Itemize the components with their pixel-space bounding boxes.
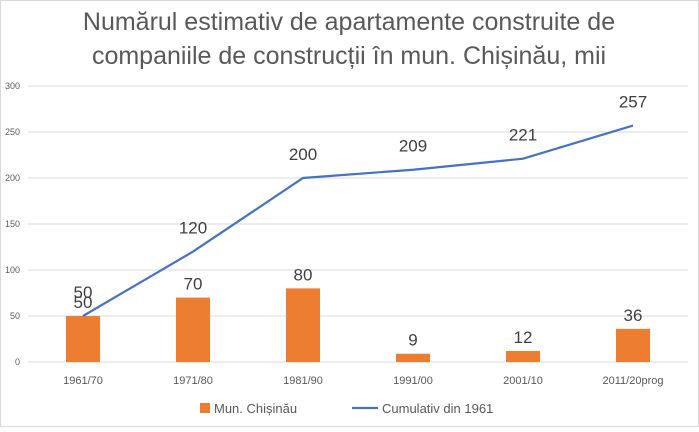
chart-title: Numărul estimativ de apartamente constru…: [83, 8, 615, 36]
bar: [506, 350, 540, 362]
x-tick-label: 2001/10: [503, 375, 543, 387]
y-tick-label: 300: [5, 81, 20, 91]
bar: [396, 353, 430, 362]
chart-title: companiile de construcții în mun. Chișin…: [92, 42, 606, 70]
bar: [286, 288, 320, 362]
data-label: 120: [179, 219, 207, 238]
bar: [616, 328, 650, 362]
bar: [176, 297, 210, 362]
data-label: 70: [184, 275, 203, 294]
data-label: 50: [74, 293, 93, 312]
y-tick-label: 100: [5, 265, 20, 275]
legend-label: Cumulativ din 1961: [382, 401, 493, 416]
x-tick-label: 1981/90: [283, 375, 323, 387]
bar: [66, 316, 100, 362]
data-label: 257: [619, 93, 647, 112]
y-tick-label: 200: [5, 173, 20, 183]
y-tick-label: 50: [10, 311, 20, 321]
x-tick-label: 2011/20prog: [603, 375, 664, 387]
x-tick-label: 1991/00: [393, 375, 433, 387]
x-tick-label: 1961/70: [63, 375, 103, 387]
data-label: 80: [294, 265, 313, 284]
y-tick-label: 150: [5, 219, 20, 229]
y-tick-label: 250: [5, 127, 20, 137]
legend-label: Mun. Chișinău: [214, 401, 297, 416]
data-label: 209: [399, 137, 427, 156]
legend-swatch: [200, 403, 210, 413]
data-label: 221: [509, 126, 537, 145]
y-tick-label: 0: [15, 357, 20, 367]
data-label: 36: [624, 306, 643, 325]
x-tick-label: 1971/80: [173, 375, 213, 387]
line: [82, 124, 634, 317]
data-label: 200: [289, 145, 317, 164]
data-label: 9: [408, 331, 417, 350]
data-label: 12: [514, 328, 533, 347]
data-label: 50: [74, 283, 93, 302]
